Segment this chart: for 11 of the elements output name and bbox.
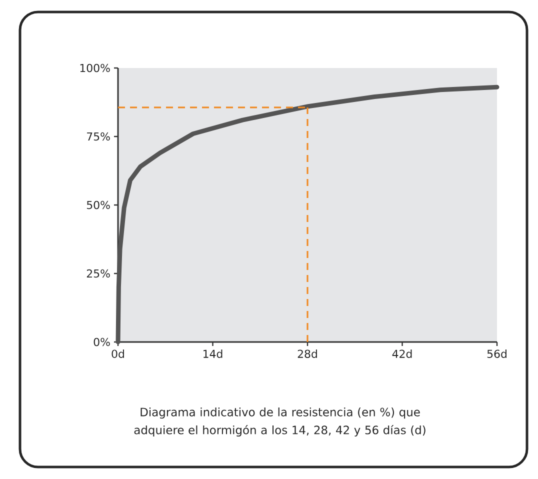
x-tick-label: 14d — [204, 350, 222, 358]
x-tick-label: 28d — [298, 350, 317, 358]
y-tick-label: 75% — [87, 132, 110, 141]
x-tick-label: 42d — [392, 350, 412, 358]
y-tick-label: 100% — [80, 64, 110, 72]
y-tick-label: 50% — [86, 200, 110, 210]
x-tick-label: 56d — [487, 350, 506, 358]
y-tick-label: 0% — [94, 338, 110, 346]
text: Diagrama indicativo de la resistencia (en %) que adquiere el hormigón a los 14, 28, 42 y 56 días (d) — [134, 408, 426, 437]
x-tick-label: 0d — [112, 350, 124, 358]
y-tick-label: 25% — [86, 269, 110, 278]
